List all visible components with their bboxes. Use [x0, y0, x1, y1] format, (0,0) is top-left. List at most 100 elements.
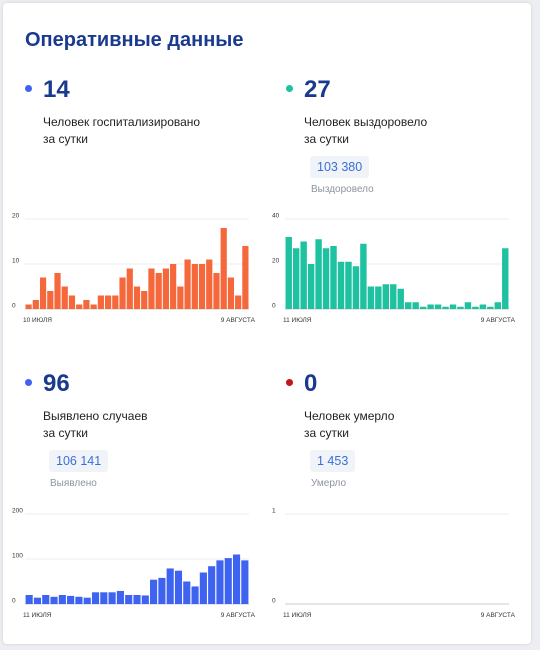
chart-bar: [108, 592, 116, 604]
chart-bar: [464, 302, 472, 309]
x-end-label: 9 АВГУСТА: [481, 612, 516, 619]
chart-bar: [42, 595, 50, 604]
detected-bar-chart: 0 100 200 11 ИЮЛЯ 9 АВГУСТА: [12, 508, 256, 620]
chart-bar: [58, 595, 66, 604]
chart-bar: [449, 304, 457, 309]
deaths-count: 0: [304, 370, 318, 397]
chart-bar: [242, 246, 249, 309]
chart-bar: [75, 596, 83, 604]
chart-bar: [352, 266, 360, 309]
x-end-label: 9 АВГУСТА: [481, 317, 516, 324]
y-tick-label: 20: [272, 258, 280, 265]
chart-bar: [213, 273, 220, 309]
chart-bar: [390, 284, 397, 309]
detected-total-badge: 106 141: [49, 450, 109, 472]
chart-bar: [112, 295, 119, 309]
chart-bar: [141, 291, 148, 309]
chart-bar: [199, 572, 207, 604]
chart-bar: [235, 295, 242, 309]
chart-bar: [224, 558, 232, 604]
chart-bar: [315, 239, 322, 309]
chart-bar: [208, 566, 216, 604]
chart-bar: [133, 595, 141, 604]
chart-bar: [360, 243, 367, 309]
chart-bar: [494, 302, 502, 309]
chart-bar: [67, 595, 75, 604]
chart-bar: [206, 259, 213, 309]
y-tick-label: 10: [12, 258, 20, 265]
chart-bar: [116, 590, 124, 604]
chart-bar: [337, 261, 345, 309]
x-start-label: 11 ИЮЛЯ: [283, 612, 312, 619]
chart-bar: [25, 595, 33, 604]
y-tick-label: 20: [12, 213, 20, 220]
deaths-total-label: Умерло: [311, 478, 347, 489]
deaths-line1: Человек умерло: [304, 409, 395, 423]
y-tick-label: 0: [12, 303, 16, 310]
hospitalized-description: Человек госпитализировано за сутки: [43, 114, 200, 148]
bullet-dot-icon: [25, 85, 32, 92]
hospitalized-bar-chart: 0 10 20 10 ИЮЛЯ 9 АВГУСТА: [12, 213, 256, 325]
chart-bar: [472, 306, 479, 309]
chart-bar: [158, 577, 166, 604]
chart-bar: [25, 304, 32, 309]
chart-bar: [90, 304, 97, 309]
bullet-dot-icon: [286, 85, 293, 92]
chart-bar: [220, 228, 227, 309]
chart-bar: [367, 286, 375, 309]
deaths-description: Человек умерло за сутки: [304, 408, 394, 442]
hospitalized-line2: за сутки: [43, 132, 88, 146]
y-tick-label: 0: [12, 598, 16, 605]
recovered-count: 27: [304, 76, 331, 103]
y-tick-label: 200: [12, 508, 23, 515]
recovered-bar-chart: 0 20 40 11 ИЮЛЯ 9 АВГУСТА: [272, 213, 516, 325]
chart-bar: [502, 248, 509, 309]
chart-bar: [133, 286, 141, 309]
y-tick-label: 1: [272, 508, 276, 515]
x-start-label: 10 ИЮЛЯ: [23, 317, 52, 324]
chart-bar: [479, 304, 487, 309]
chart-bar: [183, 581, 191, 604]
chart-bar: [148, 268, 155, 309]
chart-bar: [83, 597, 91, 604]
x-end-label: 9 АВГУСТА: [221, 317, 256, 324]
recovered-total-badge: 103 380: [310, 156, 370, 178]
chart-bar: [292, 248, 300, 309]
chart-bar: [170, 264, 177, 309]
y-tick-label: 0: [272, 598, 276, 605]
chart-bar: [83, 300, 90, 309]
chart-bar: [119, 277, 126, 309]
operational-data-card: Оперативные данные 14 Человек госпитализ…: [3, 3, 531, 644]
chart-bar: [457, 306, 464, 309]
chart-bar: [47, 291, 54, 309]
chart-bar: [150, 579, 158, 604]
chart-bar: [174, 570, 183, 604]
chart-bar: [397, 288, 404, 309]
chart-bar: [442, 306, 449, 309]
chart-bar: [232, 554, 241, 604]
chart-bar: [184, 259, 191, 309]
y-tick-label: 40: [272, 213, 280, 220]
chart-bar: [39, 277, 47, 309]
recovered-description: Человек выздоровело за сутки: [304, 114, 427, 148]
bullet-dot-icon: [286, 379, 293, 386]
x-start-label: 11 ИЮЛЯ: [283, 317, 312, 324]
detected-line2: за сутки: [43, 426, 88, 440]
chart-bar: [285, 237, 292, 309]
detected-count: 96: [43, 370, 70, 397]
chart-bar: [50, 596, 58, 604]
y-tick-label: 100: [12, 553, 23, 560]
chart-bar: [162, 268, 170, 309]
chart-bar: [375, 286, 382, 309]
chart-bar: [216, 560, 224, 604]
chart-bar: [487, 306, 494, 309]
chart-bar: [191, 264, 198, 309]
chart-bar: [104, 295, 112, 309]
chart-bar: [198, 264, 206, 309]
x-end-label: 9 АВГУСТА: [221, 612, 256, 619]
chart-bar: [100, 592, 108, 604]
chart-bar: [322, 248, 330, 309]
hospitalized-line1: Человек госпитализировано: [43, 115, 201, 129]
chart-bar: [33, 597, 42, 604]
chart-bar: [330, 246, 337, 309]
